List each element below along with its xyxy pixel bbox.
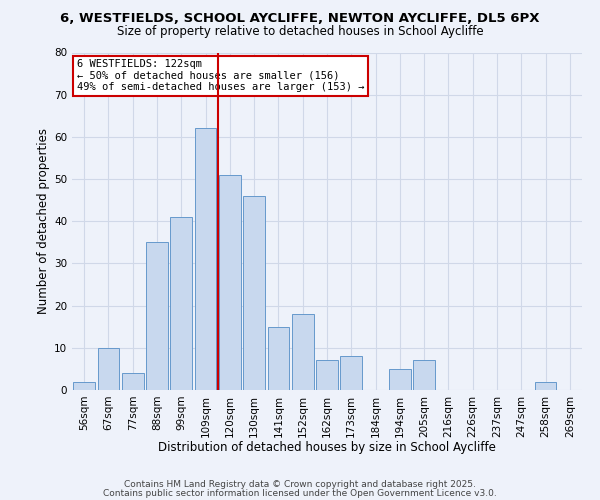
Text: Contains public sector information licensed under the Open Government Licence v3: Contains public sector information licen… (103, 489, 497, 498)
Text: Contains HM Land Registry data © Crown copyright and database right 2025.: Contains HM Land Registry data © Crown c… (124, 480, 476, 489)
Bar (389, 369, 411, 390)
Bar (316, 360, 338, 390)
Bar (219, 175, 241, 390)
Bar (73, 382, 95, 390)
Bar (292, 314, 314, 390)
Bar (340, 356, 362, 390)
Bar (146, 242, 168, 390)
Bar (97, 348, 119, 390)
Bar (122, 373, 143, 390)
Bar (535, 382, 556, 390)
Y-axis label: Number of detached properties: Number of detached properties (37, 128, 50, 314)
Bar (194, 128, 217, 390)
Text: 6, WESTFIELDS, SCHOOL AYCLIFFE, NEWTON AYCLIFFE, DL5 6PX: 6, WESTFIELDS, SCHOOL AYCLIFFE, NEWTON A… (60, 12, 540, 26)
Text: 6 WESTFIELDS: 122sqm
← 50% of detached houses are smaller (156)
49% of semi-deta: 6 WESTFIELDS: 122sqm ← 50% of detached h… (77, 59, 365, 92)
Bar (268, 326, 289, 390)
Bar (413, 360, 435, 390)
Bar (243, 196, 265, 390)
Bar (170, 217, 192, 390)
X-axis label: Distribution of detached houses by size in School Aycliffe: Distribution of detached houses by size … (158, 441, 496, 454)
Text: Size of property relative to detached houses in School Aycliffe: Size of property relative to detached ho… (116, 25, 484, 38)
